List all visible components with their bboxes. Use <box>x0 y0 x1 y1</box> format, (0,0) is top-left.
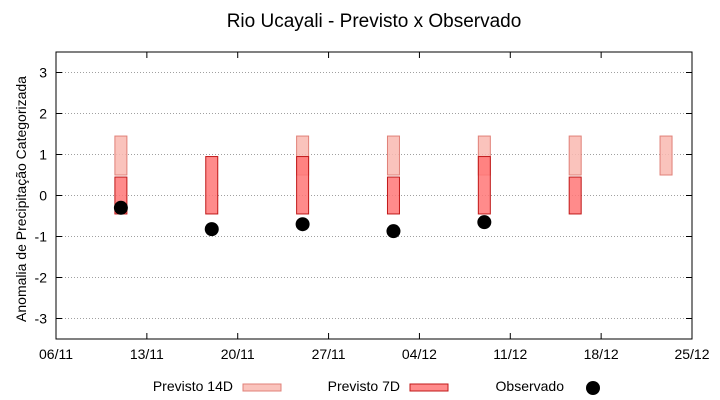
previsto-7d-bar <box>386 176 400 215</box>
x-tick-label: 04/12 <box>402 346 437 362</box>
previsto-7d-bar <box>568 176 582 215</box>
x-tick-label: 13/11 <box>130 346 164 362</box>
observado-point <box>477 215 492 230</box>
observado-legend-swatch <box>586 381 600 395</box>
series-layer <box>113 135 673 239</box>
observado-point <box>204 222 219 237</box>
previsto-7d-legend-label: Previsto 7D <box>328 378 400 394</box>
plot-frame <box>55 51 693 340</box>
legend: Previsto 14D Previsto 7D Observado <box>153 378 600 395</box>
x-tick-label: 20/11 <box>221 346 255 362</box>
x-tick-label: 25/12 <box>674 346 709 362</box>
x-tick-label: 06/11 <box>39 346 73 362</box>
observado-point <box>386 224 401 239</box>
x-tick-label: 11/12 <box>493 346 527 362</box>
previsto-7d-legend-swatch <box>409 383 449 392</box>
previsto-7d-bar <box>477 156 491 215</box>
y-tick-label: 3 <box>39 65 47 81</box>
previsto-14d-legend-swatch <box>242 383 282 392</box>
y-tick-label: -2 <box>35 270 48 286</box>
observado-point <box>295 217 310 232</box>
previsto-7d-bar <box>205 156 219 215</box>
previsto-14d-bar <box>568 135 582 176</box>
y-tick-label: 2 <box>39 106 47 122</box>
previsto-14d-bar <box>114 135 128 176</box>
chart-title: Rio Ucayali - Previsto x Observado <box>227 11 522 32</box>
y-ticks: 3 2 1 0 -1 -2 -3 <box>35 65 692 327</box>
y-tick-label: -3 <box>35 311 48 327</box>
y-tick-label: -1 <box>35 229 48 245</box>
x-tick-label: 27/11 <box>312 346 346 362</box>
y-tick-label: 1 <box>39 147 47 163</box>
x-ticks: 06/11 13/11 20/11 27/11 04/12 11/12 18/12 25/12 <box>39 52 710 362</box>
x-tick-label: 18/12 <box>584 346 619 362</box>
grid <box>56 72 692 319</box>
y-axis-label: Anomalia de Precipitação Categorizada <box>13 76 29 322</box>
observado-legend-label: Observado <box>496 378 565 394</box>
y-tick-label: 0 <box>39 188 47 204</box>
previsto-14d-bar <box>659 135 673 176</box>
previsto-14d-bar <box>386 135 400 176</box>
previsto-7d-bar <box>296 156 310 215</box>
previsto-14d-legend-label: Previsto 14D <box>153 378 233 394</box>
observado-point <box>113 200 128 215</box>
